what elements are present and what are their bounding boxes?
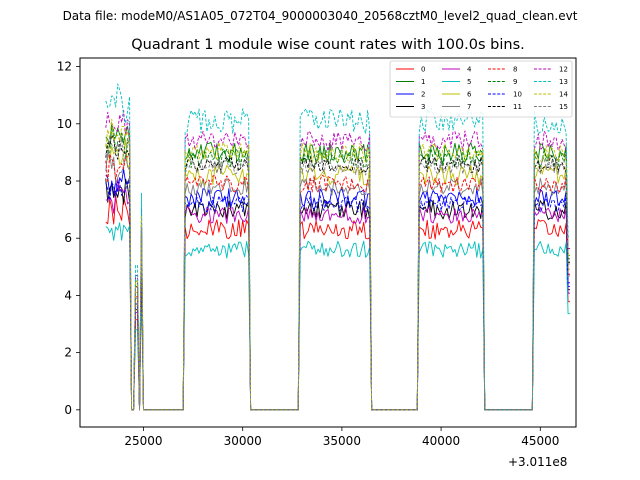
y-tick-label: 6 bbox=[64, 231, 72, 245]
figure-suptitle: Data file: modeM0/AS1A05_072T04_90000030… bbox=[63, 9, 578, 23]
legend-label: 7 bbox=[467, 103, 471, 111]
axes-frame bbox=[79, 57, 577, 428]
series-line-14 bbox=[105, 118, 571, 411]
x-tick-label: 25000 bbox=[124, 434, 162, 448]
series-line-15 bbox=[105, 135, 571, 411]
y-tick-label: 12 bbox=[57, 60, 72, 74]
legend-label: 6 bbox=[467, 91, 472, 99]
legend-label: 10 bbox=[513, 91, 522, 99]
legend-label: 2 bbox=[421, 91, 425, 99]
legend-label: 0 bbox=[421, 66, 425, 74]
legend-label: 4 bbox=[467, 66, 472, 74]
legend-label: 15 bbox=[559, 103, 568, 111]
plot-background bbox=[80, 58, 576, 427]
legend-label: 5 bbox=[467, 78, 471, 86]
legend-box bbox=[389, 60, 573, 118]
chart-title: Quadrant 1 module wise count rates with … bbox=[131, 37, 525, 53]
y-tick-label: 0 bbox=[64, 403, 72, 417]
legend-label: 9 bbox=[513, 78, 517, 86]
y-axis-ticks: 0 2 4 6 8 10 12 bbox=[57, 60, 80, 417]
x-tick-label: 45000 bbox=[521, 434, 559, 448]
y-tick-label: 2 bbox=[64, 346, 72, 360]
x-offset-label: +3.011e8 bbox=[508, 455, 567, 469]
x-tick-label: 30000 bbox=[224, 434, 262, 448]
x-tick-label: 40000 bbox=[422, 434, 460, 448]
legend-label: 3 bbox=[421, 103, 425, 111]
y-tick-label: 8 bbox=[64, 174, 72, 188]
legend-label: 13 bbox=[559, 78, 568, 86]
legend-label: 11 bbox=[513, 103, 522, 111]
y-tick-label: 10 bbox=[57, 117, 72, 131]
x-tick-label: 35000 bbox=[323, 434, 361, 448]
y-tick-label: 4 bbox=[64, 288, 72, 302]
legend-label: 14 bbox=[559, 91, 568, 99]
series-lines bbox=[105, 83, 571, 411]
x-axis-ticks: 25000 30000 35000 40000 45000 bbox=[124, 427, 559, 448]
legend-label: 8 bbox=[513, 66, 517, 74]
legend-label: 1 bbox=[421, 78, 425, 86]
legend-label: 12 bbox=[559, 66, 568, 74]
